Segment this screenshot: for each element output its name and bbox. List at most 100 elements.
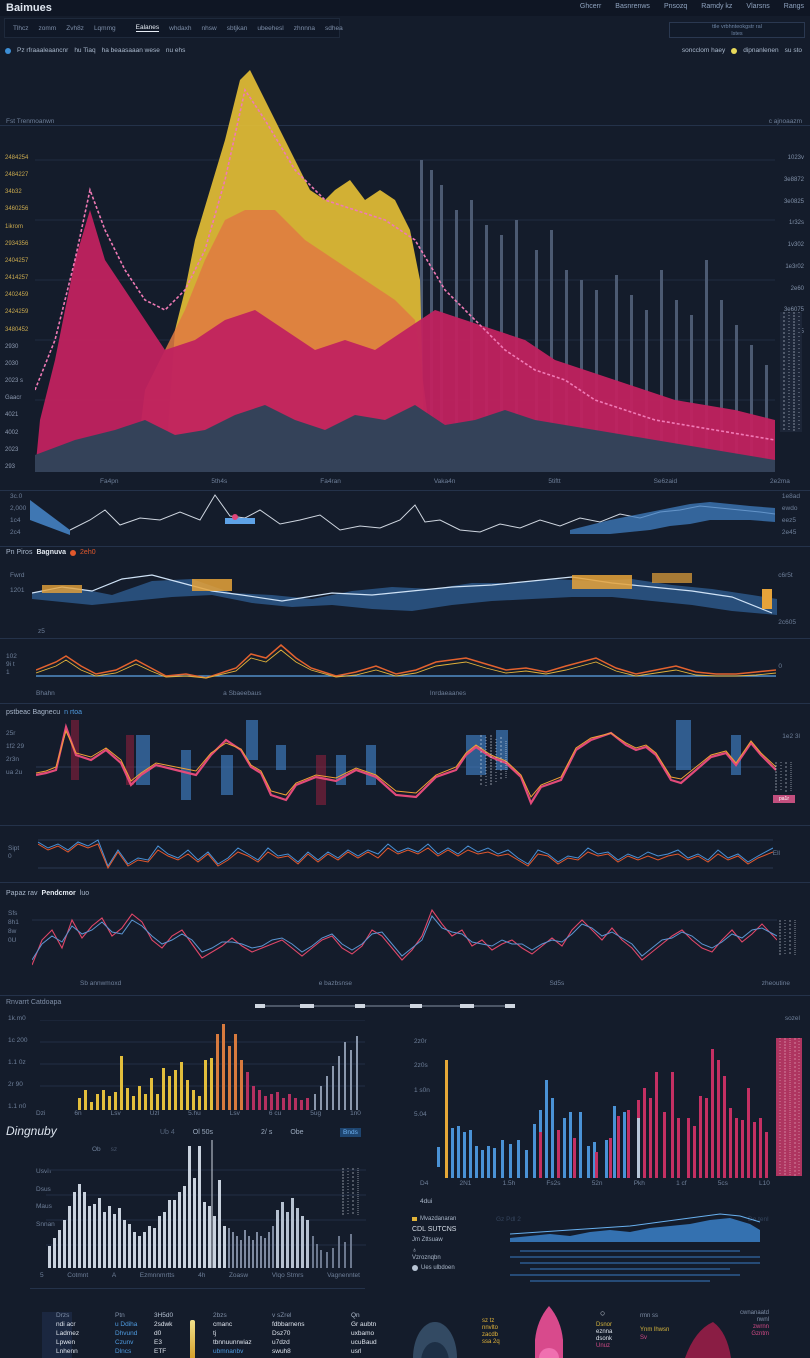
tab[interactable]: sbtjkan: [226, 24, 248, 32]
y-tick: 293: [5, 463, 16, 470]
legend-item: Gzntm: [751, 1331, 770, 1337]
x-tick: Pkh: [633, 1180, 645, 1187]
x-tick: Dzi: [36, 1110, 46, 1117]
x-tick: L10: [759, 1180, 770, 1187]
panel10-header-item[interactable]: Obe: [290, 1129, 304, 1136]
legend-item: Dsnor: [596, 1322, 613, 1328]
panel4-y-left: 102 9i t 1: [6, 653, 17, 676]
table-cell: Dlncs: [115, 1348, 132, 1355]
tab[interactable]: Tlhcz: [13, 24, 29, 32]
x-tick: Bhahn: [36, 690, 55, 697]
panel10-y-left: Usvh Dsus Maus Snnan: [36, 1168, 55, 1228]
tab[interactable]: whdaxh: [169, 24, 192, 32]
legend-item: CDL SUTCNS: [412, 1226, 457, 1233]
info-box[interactable]: ttle vrbhnteokgstr ral lstes: [669, 22, 805, 38]
info-box-line: lstes: [731, 31, 743, 37]
tab[interactable]: nhsw: [201, 24, 217, 32]
y-tick: 2030: [5, 360, 19, 367]
main-y-axis-left: 2484254 2484227 34b32 3460256 1ikrom 293…: [5, 155, 35, 470]
tab[interactable]: zomm: [38, 24, 57, 32]
y-tick: 102: [6, 653, 17, 660]
panel-label: Bagnuva: [36, 549, 67, 556]
y-tick: 34b32: [5, 189, 22, 196]
nav-item[interactable]: Vlarsns: [746, 3, 770, 10]
panel11-header-left: Gz Pdl 2: [496, 1216, 521, 1223]
panel10-title: Dingnuby: [6, 1124, 57, 1138]
panel5-y-left: 25r 1f2 29 2r3n ua 2u: [6, 730, 24, 776]
y-tick: 8w: [8, 928, 17, 935]
tab[interactable]: ubeehesl: [257, 24, 284, 32]
panel-label: luo: [79, 890, 90, 897]
nav-item[interactable]: Pnsozq: [663, 3, 688, 10]
table-header: Ptn: [115, 1312, 125, 1319]
panel10-bar-chart: [46, 1140, 366, 1268]
panel7-header: Papaz rav Pendcmor luo: [6, 890, 89, 897]
panel11-area-chart: [510, 1213, 761, 1282]
y-tick: 3c.0: [10, 493, 23, 500]
nav-item[interactable]: Rangs: [783, 3, 804, 10]
timeline-slider[interactable]: [255, 1000, 515, 1016]
x-tick: 6n: [74, 1110, 82, 1117]
panel-label: Pendcmor: [41, 890, 76, 897]
panel8-bar-chart: [40, 1020, 365, 1110]
y-tick: 1v302: [787, 242, 804, 248]
tab[interactable]: Lqmmg: [93, 24, 116, 32]
legend-dot-icon: [731, 47, 738, 54]
y-tick: 2r3n: [6, 756, 20, 763]
bottom-legend-b: Dsnor eznna dsonk Unuz: [596, 1322, 612, 1350]
table-cell: uxbamo: [351, 1330, 375, 1337]
refresh-icon[interactable]: ○: [600, 1308, 606, 1318]
divider: [30, 1288, 365, 1289]
x-tick: Fa4pn: [100, 478, 119, 485]
y-tick: 0: [8, 853, 12, 860]
legend-item: Sv: [640, 1335, 648, 1341]
tab-active[interactable]: Ealanes: [135, 24, 160, 32]
table-header: 2bzs: [213, 1312, 227, 1319]
x-tick: Vagnenntet: [327, 1272, 360, 1279]
bottom-shapes: [413, 1306, 731, 1358]
tab[interactable]: zhnnna: [293, 24, 316, 32]
table-cell: u7dzd: [272, 1339, 290, 1346]
panel10-badge[interactable]: Bnds: [340, 1128, 361, 1137]
x-tick: zheoutine: [761, 980, 790, 987]
y-tick: 1k.m0: [8, 1015, 26, 1022]
tab[interactable]: Zvh8z: [66, 24, 84, 32]
nav-item[interactable]: Basnrenws: [615, 3, 650, 10]
table-cell: tbnnuunrwiaz: [213, 1339, 252, 1346]
y-tick: 2r 90: [8, 1081, 23, 1088]
table-cell: d0: [154, 1330, 162, 1337]
y-tick: 2z0r: [414, 1038, 427, 1045]
y-tick: c6r5t: [778, 572, 793, 579]
x-tick: 1 cf: [676, 1180, 687, 1187]
y-tick: 2e45: [781, 529, 797, 536]
table-cell: 2sdwk: [154, 1321, 173, 1328]
top-nav: Ghcerr Basnrenws Pnsozq Ramdy kz Vlarsns…: [580, 3, 804, 10]
table-cell: ETF: [154, 1348, 167, 1355]
main-x-axis: Fa4pn 5th4s Fa4ran Vaka4n 5tiftt Se6zaid…: [100, 478, 790, 485]
nav-item[interactable]: Ghcerr: [579, 3, 602, 10]
x-tick: Fa4ran: [320, 478, 341, 485]
legend-label: Mvazdanaran: [420, 1216, 457, 1222]
y-tick: 1e3r02: [785, 263, 804, 270]
panel-label: Pn Piros: [6, 549, 33, 556]
panel5-y-right: 1e2 3l: [782, 733, 800, 740]
divider: [0, 703, 810, 704]
table-header: v sZrel: [272, 1312, 292, 1319]
legend-item: Jm Zttsuaw: [412, 1237, 443, 1243]
x-tick: 2N1: [459, 1180, 472, 1187]
nav-item[interactable]: Ramdy kz: [701, 3, 733, 10]
y-tick: 2402459: [5, 292, 29, 299]
y-tick: 9i t: [6, 661, 15, 668]
panel5-side-pattern: [775, 762, 792, 792]
panel7-line-chart: [32, 908, 777, 966]
tab[interactable]: sdhea: [325, 24, 343, 32]
legend-item: su sto: [784, 47, 802, 54]
y-tick: 1.1 0z: [8, 1059, 26, 1066]
panel9-x-axis: D4 2N1 1.5h Fs2s 52n Pkh 1 cf 5cs L10: [420, 1180, 770, 1187]
legend-item: zacdb: [482, 1332, 499, 1338]
table-cell: u Ddiha: [115, 1321, 138, 1328]
y-tick: 1.1 n0: [8, 1103, 27, 1110]
x-tick: e bazbsnse: [318, 980, 352, 987]
panel10-header-item[interactable]: 2/ s: [261, 1129, 273, 1136]
table-cell: E3: [154, 1339, 162, 1346]
